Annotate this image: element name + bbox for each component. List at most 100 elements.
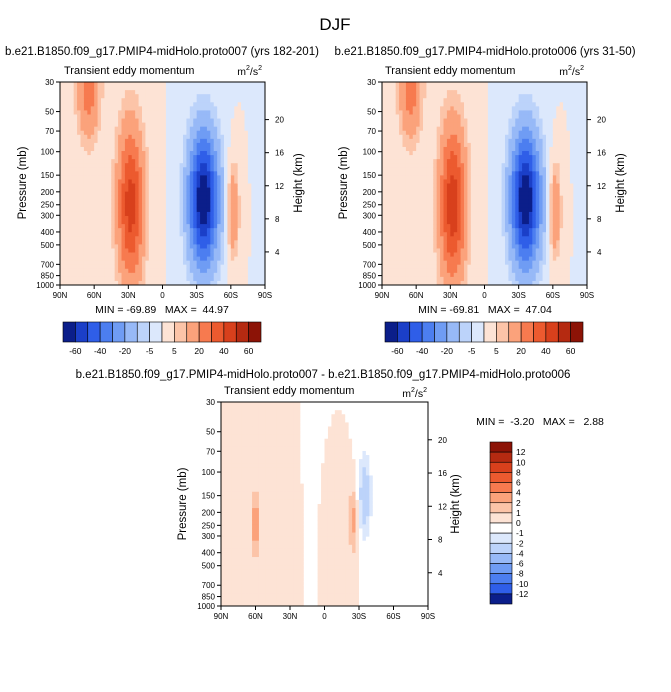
heat-cell (501, 86, 506, 91)
heat-cell (501, 252, 506, 257)
heat-cell (467, 195, 472, 201)
heat-cell (220, 187, 225, 193)
heat-cell (114, 228, 119, 233)
heat-cell (409, 280, 414, 286)
heat-cell (487, 203, 492, 209)
heat-cell (508, 142, 513, 148)
heat-cell (142, 207, 146, 213)
heat-cell (251, 211, 256, 217)
heat-cell (138, 151, 143, 156)
heat-cell (196, 199, 201, 205)
heat-cell (206, 232, 211, 237)
heat-cell (63, 118, 68, 123)
heat-cell (464, 90, 468, 95)
heat-cell (261, 118, 266, 123)
heat-cell (70, 90, 75, 95)
heat-cell (477, 126, 482, 132)
heat-cell (159, 94, 163, 99)
heat-cell (481, 146, 485, 152)
heat-cell (443, 155, 448, 160)
heat-cell (388, 134, 393, 140)
heat-cell (457, 159, 461, 164)
heat-cell (104, 256, 109, 262)
heat-cell (124, 102, 129, 107)
heat-cell (453, 163, 458, 168)
heat-cell (128, 183, 133, 188)
heat-cell (165, 114, 170, 119)
heat-cell (63, 134, 68, 140)
heat-cell (227, 159, 232, 164)
heat-cell (200, 146, 204, 152)
heat-cell (77, 175, 81, 180)
panel-1-colorbar: -60 -40 -20 -5 5 20 40 60 (62, 321, 262, 356)
heat-cell (186, 171, 191, 176)
heat-cell (73, 110, 78, 115)
heat-cell (511, 86, 516, 91)
heat-cell (138, 232, 143, 237)
heat-cell (244, 252, 249, 257)
heat-cell (107, 122, 112, 128)
heat-cell (220, 138, 225, 144)
heat-cell (87, 171, 92, 176)
heat-cell (484, 110, 489, 115)
heat-cell (436, 146, 441, 152)
heat-cell (224, 142, 228, 148)
heat-cell (227, 264, 232, 270)
heat-cell (90, 163, 95, 168)
heat-cell (261, 175, 266, 180)
heat-cell (237, 244, 242, 249)
heat-cell (66, 130, 71, 136)
heat-cell (440, 236, 444, 241)
heat-cell (203, 151, 208, 156)
heat-cell (145, 252, 150, 257)
heat-cell (423, 126, 427, 132)
heat-cell (258, 175, 262, 180)
heat-cell (409, 171, 414, 176)
heat-cell (423, 167, 427, 172)
heat-cell (508, 163, 513, 168)
heat-cell (94, 130, 98, 136)
heat-cell (464, 146, 468, 152)
heat-cell (395, 94, 400, 99)
heat-cell (498, 159, 502, 164)
heat-cell (90, 94, 95, 99)
heat-cell (470, 179, 475, 184)
heat-cell (90, 142, 95, 148)
heat-cell (152, 232, 157, 237)
heat-cell (77, 82, 81, 87)
heat-cell (412, 151, 417, 156)
heat-cell (498, 183, 502, 188)
heat-cell (399, 98, 403, 103)
heat-cell (241, 167, 245, 172)
heat-cell (258, 118, 262, 123)
heat-cell (440, 159, 444, 164)
heat-cell (392, 102, 397, 107)
heat-cell (484, 203, 489, 209)
heat-cell (470, 272, 475, 278)
heat-cell (83, 102, 88, 107)
heat-cell (165, 151, 170, 156)
heat-cell (94, 228, 98, 233)
heat-cell (196, 187, 201, 193)
heat-cell (196, 118, 201, 123)
heat-cell (481, 179, 485, 184)
heat-cell (217, 86, 221, 91)
heat-cell (206, 110, 211, 115)
heat-cell (234, 195, 239, 201)
heat-cell (94, 167, 98, 172)
heat-cell (131, 203, 136, 209)
heat-cell (446, 203, 451, 209)
heat-cell (224, 110, 228, 115)
heat-cell (477, 224, 482, 229)
heat-cell (501, 240, 506, 245)
heat-cell (405, 94, 410, 99)
heat-cell (498, 126, 502, 132)
heat-cell (104, 86, 109, 91)
heat-cell (433, 195, 438, 201)
heat-cell (453, 280, 458, 286)
heat-cell (237, 260, 242, 266)
heat-cell (501, 183, 506, 188)
heat-cell (224, 272, 228, 278)
heat-cell (135, 203, 139, 209)
heat-cell (152, 228, 157, 233)
